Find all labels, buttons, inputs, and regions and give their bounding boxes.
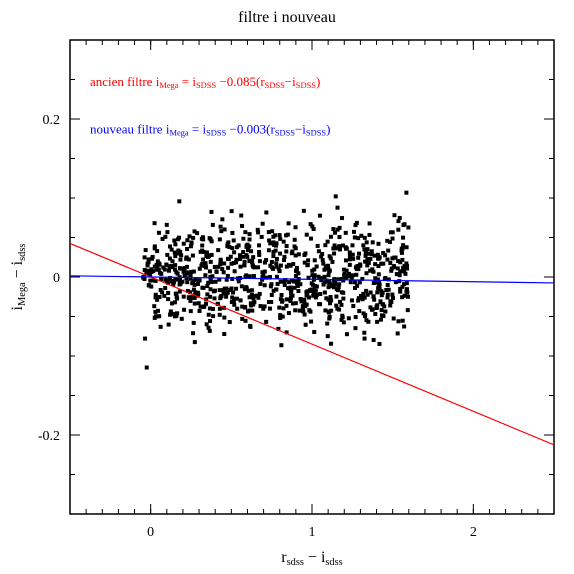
svg-text:0: 0 [53,271,60,286]
svg-text:1: 1 [309,525,316,540]
equation-0: ancien filtre iMega = iSDSS −0.085(rSDSS… [90,74,320,90]
scatter-chart: filtre i nouveau 0 1 2 -0.2 0 0.2 rsdss − isdss… [0,0,574,574]
svg-text:2: 2 [470,525,477,540]
svg-text:-0.2: -0.2 [38,429,60,444]
x-axis-label: rsdss − isdss [281,549,342,568]
y-axis-label: iMega − isdss [9,244,28,311]
svg-text:0.2: 0.2 [43,113,61,128]
equation-1: nouveau filtre iMega = iSDSS −0.003(rSDS… [90,121,330,137]
chart-title: filtre i nouveau [238,9,336,26]
svg-text:0: 0 [147,525,154,540]
